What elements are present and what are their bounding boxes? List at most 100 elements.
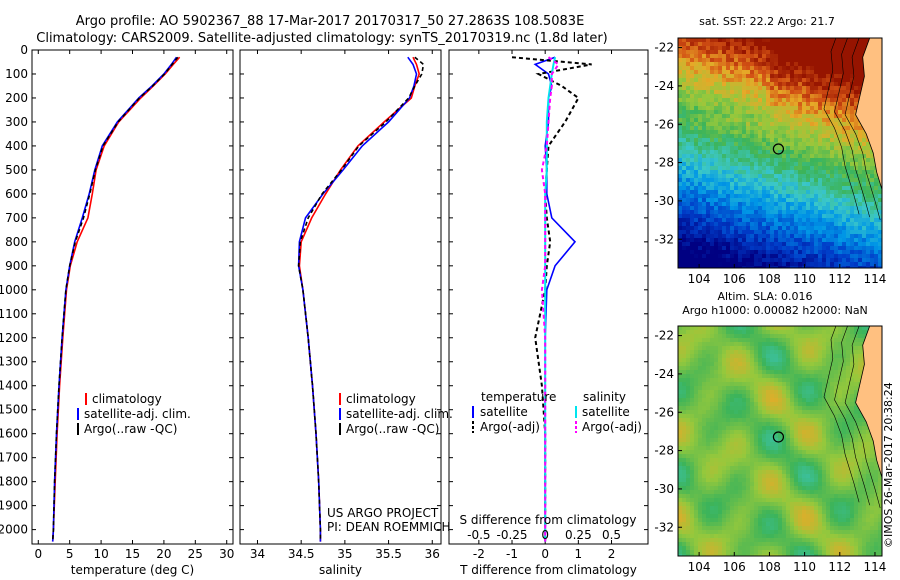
map-cell (706, 38, 710, 42)
map-cell (754, 346, 758, 350)
map-cell (838, 142, 842, 146)
map-cell (826, 226, 830, 230)
map-cell (782, 226, 786, 230)
map-cell (682, 518, 686, 522)
difference-panel (448, 49, 649, 545)
map-cell (842, 50, 846, 54)
map-cell (850, 110, 854, 114)
map-cell (798, 206, 802, 210)
map-cell (818, 254, 822, 258)
map-cell (762, 38, 766, 42)
map-cell (854, 118, 858, 122)
map-cell (754, 526, 758, 530)
map-cell (714, 378, 718, 382)
map-cell (714, 478, 718, 482)
x-tick-label: 10 (93, 547, 108, 561)
map-cell (694, 490, 698, 494)
map-cell (842, 126, 846, 130)
map-cell (786, 214, 790, 218)
map-cell (742, 246, 746, 250)
map-cell (698, 482, 702, 486)
map-cell (762, 350, 766, 354)
map-cell (810, 106, 814, 110)
map-cell (778, 370, 782, 374)
map-cell (830, 178, 834, 182)
map-cell (842, 150, 846, 154)
map-cell (770, 106, 774, 110)
map-cell (726, 242, 730, 246)
map-cell (858, 66, 862, 70)
map-cell (794, 226, 798, 230)
map-cell (810, 258, 814, 262)
map-cell (782, 354, 786, 358)
map-cell (806, 178, 810, 182)
map-cell (698, 222, 702, 226)
map-cell (766, 158, 770, 162)
map-cell (778, 490, 782, 494)
map-cell (730, 386, 734, 390)
map-cell (678, 106, 682, 110)
map-cell (786, 266, 790, 268)
map-cell (790, 230, 794, 234)
map-cell (706, 218, 710, 222)
y-tick-label: 1900 (0, 499, 28, 513)
map-cell (734, 194, 738, 198)
map-cell (754, 506, 758, 510)
map-cell (862, 222, 866, 226)
map-cell (774, 530, 778, 534)
map-cell (802, 82, 806, 86)
map-cell (722, 54, 726, 58)
map-cell (790, 442, 794, 446)
map-cell (778, 450, 782, 454)
map-cell (722, 226, 726, 230)
map-cell (778, 346, 782, 350)
map-cell (690, 162, 694, 166)
map-cell (778, 42, 782, 46)
map-cell (862, 134, 866, 138)
map-cell (846, 226, 850, 230)
map-cell (726, 338, 730, 342)
map-cell (714, 166, 718, 170)
map-cell (750, 506, 754, 510)
map-cell (870, 182, 874, 186)
map-cell (690, 366, 694, 370)
map-cell (766, 114, 770, 118)
map-cell (734, 138, 738, 142)
map-cell (786, 362, 790, 366)
map-cell (762, 526, 766, 530)
map-cell (854, 158, 858, 162)
map-cell (850, 258, 854, 262)
map-cell (762, 190, 766, 194)
map-cell (786, 518, 790, 522)
map-cell (758, 98, 762, 102)
map-cell (842, 162, 846, 166)
map-cell (742, 394, 746, 398)
map-cell (686, 430, 690, 434)
map-cell (766, 362, 770, 366)
map-cell (790, 114, 794, 118)
map-cell (782, 398, 786, 402)
map-cell (822, 38, 826, 42)
map-cell (790, 218, 794, 222)
map-cell (766, 62, 770, 66)
map-cell (698, 538, 702, 542)
map-cell (706, 134, 710, 138)
map-cell (762, 130, 766, 134)
map-cell (782, 98, 786, 102)
map-cell (762, 446, 766, 450)
map-cell (726, 226, 730, 230)
map-cell (762, 454, 766, 458)
map-cell (746, 70, 750, 74)
map-cell (774, 86, 778, 90)
map-cell (698, 514, 702, 518)
map-cell (842, 142, 846, 146)
map-cell (774, 502, 778, 506)
map-cell (778, 414, 782, 418)
map-cell (830, 146, 834, 150)
map-cell (698, 334, 702, 338)
map-cell (754, 238, 758, 242)
map-cell (690, 330, 694, 334)
map-cell (702, 110, 706, 114)
map-cell (714, 350, 718, 354)
map-cell (790, 434, 794, 438)
